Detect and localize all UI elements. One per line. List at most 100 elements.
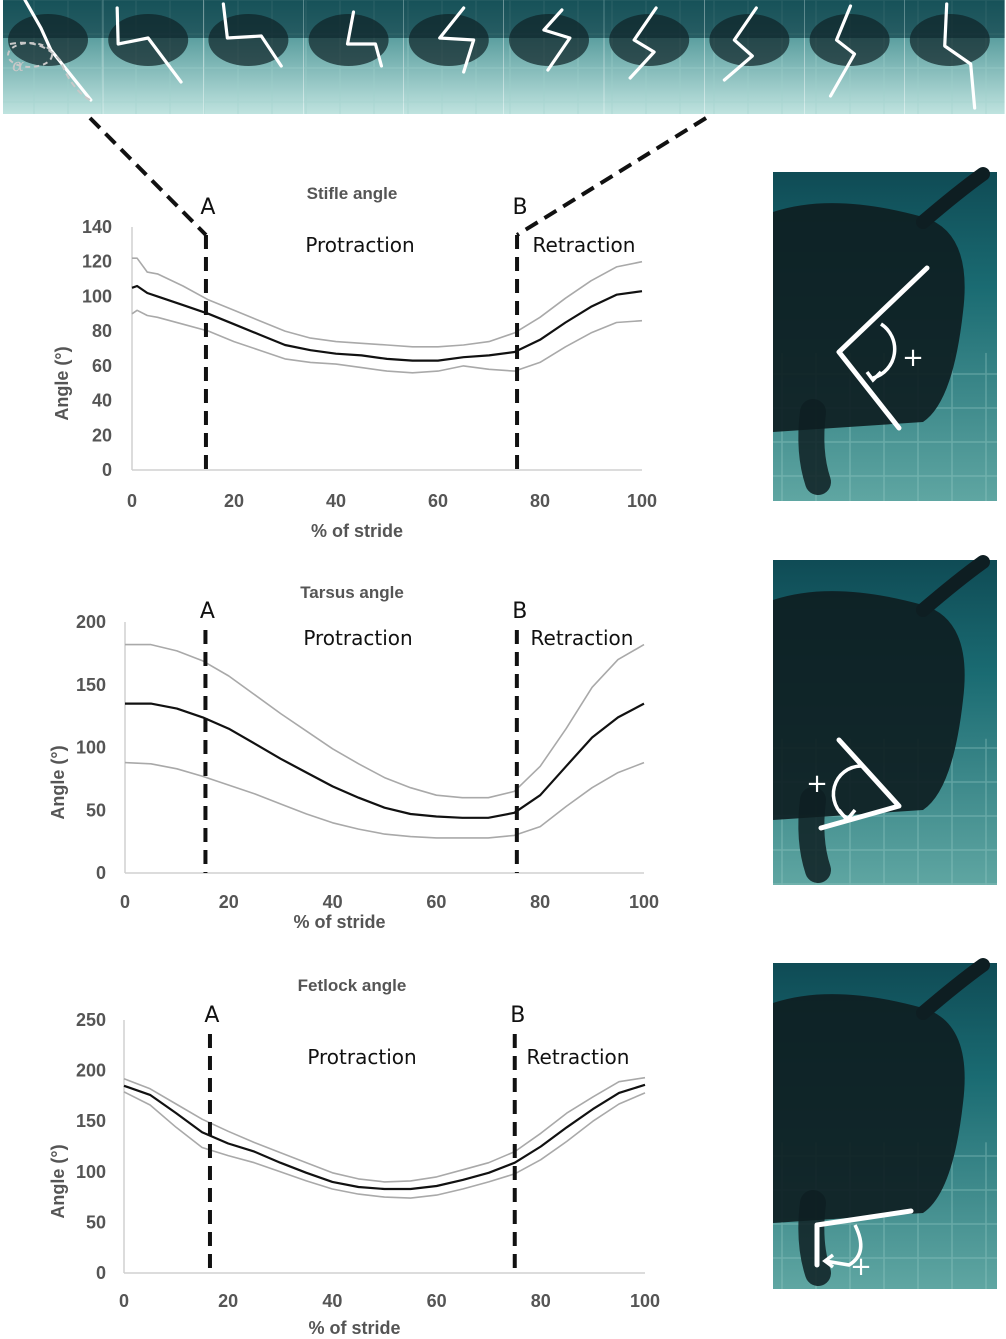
series-line-upper — [132, 257, 643, 348]
y-tick-label: 60 — [92, 356, 112, 376]
series-line-mean — [125, 702, 645, 819]
stick-figure-limb — [115, 6, 183, 84]
filmstrip-frame — [704, 0, 805, 114]
chart-title: Fetlock angle — [298, 976, 407, 995]
series-line-lower — [131, 309, 643, 374]
y-tick-label: 80 — [92, 321, 112, 341]
tarsus-angle-photo: + — [773, 555, 997, 885]
y-tick-label: 120 — [82, 252, 112, 272]
y-tick-label: 150 — [76, 675, 106, 695]
series-line-mean — [123, 1083, 646, 1191]
y-axis-label: Angle (°) — [52, 346, 72, 420]
y-tick-label: 40 — [92, 391, 112, 411]
connector-B — [515, 116, 708, 237]
y-tick-label: 100 — [82, 286, 112, 306]
phase-label-protraction: Protraction — [307, 1045, 416, 1069]
series-line-mean — [131, 284, 643, 362]
y-tick-label: 100 — [76, 1162, 106, 1182]
x-axis-label: % of stride — [311, 521, 403, 541]
x-tick-label: 40 — [323, 892, 343, 912]
y-tick-label: 100 — [76, 738, 106, 758]
x-tick-label: 60 — [428, 491, 448, 511]
y-tick-label: 0 — [96, 1263, 106, 1283]
filmstrip-frame — [203, 0, 304, 114]
x-tick-label: 0 — [120, 892, 130, 912]
filmstrip-frame — [504, 0, 604, 114]
phase-label-retraction: Retraction — [527, 1045, 630, 1069]
phase-label-protraction: Protraction — [303, 626, 412, 650]
x-tick-label: 40 — [322, 1291, 342, 1311]
chart-stifle-angle: Stifle angle 0 20 40 60 80 100 120 140 0 20 40 60 80 1… — [52, 184, 657, 541]
filmstrip-frame — [904, 0, 1005, 114]
stick-figure-limb — [345, 10, 384, 68]
x-tick-label: 20 — [219, 892, 239, 912]
x-tick-label: 60 — [426, 892, 446, 912]
x-axis-label: % of stride — [293, 912, 385, 932]
series-line-upper — [123, 1076, 646, 1183]
x-tick-label: 100 — [629, 892, 659, 912]
angle-overlay: + — [814, 1208, 914, 1282]
filmstrip-frame — [303, 0, 404, 114]
charts: Stifle angle 0 20 40 60 80 100 120 140 0 20 40 60 80 1… — [48, 184, 660, 1338]
stifle-angle-photo: + — [773, 167, 997, 501]
event-label-A: A — [200, 195, 215, 220]
joint-photos: + + + — [773, 167, 997, 1289]
y-axis-label: Angle (°) — [48, 1144, 68, 1218]
stick-figure-limb — [722, 6, 758, 82]
stick-figure-limb — [221, 2, 283, 68]
filmstrip-frame — [3, 0, 103, 114]
y-tick-label: 250 — [76, 1010, 106, 1030]
filmstrip-frame — [804, 0, 905, 114]
y-tick-label: 0 — [102, 460, 112, 480]
filmstrip-connectors — [88, 116, 708, 237]
phase-label-protraction: Protraction — [305, 233, 414, 257]
x-tick-label: 80 — [531, 1291, 551, 1311]
x-tick-label: 40 — [326, 491, 346, 511]
alpha-label: α — [12, 55, 24, 76]
chart-title: Stifle angle — [307, 184, 398, 203]
chart-fetlock-angle: Fetlock angle 0 50 100 150 200 250 0 20 40 60 80 100… — [48, 976, 660, 1338]
x-tick-label: 80 — [530, 491, 550, 511]
y-tick-label: 50 — [86, 800, 106, 820]
event-label-B: B — [510, 1003, 525, 1028]
y-tick-label: 200 — [76, 612, 106, 632]
chart-tarsus-angle: Tarsus angle 0 50 100 150 200 0 20 40 60 80 100 % of… — [48, 583, 659, 932]
plus-sign: + — [902, 343, 924, 373]
stick-figure-limb — [828, 4, 857, 98]
x-tick-label: 20 — [218, 1291, 238, 1311]
filmstrip-frame — [604, 0, 704, 114]
y-tick-label: 0 — [96, 863, 106, 883]
x-tick-label: 100 — [630, 1291, 660, 1311]
x-axis-label: % of stride — [308, 1318, 400, 1338]
stick-figure-filmstrip: α — [3, 0, 1005, 114]
event-label-A: A — [200, 599, 215, 624]
angle-overlay: + — [836, 265, 930, 431]
fetlock-angle-photo: + — [773, 958, 997, 1289]
y-axis-label: Angle (°) — [48, 745, 68, 819]
stick-figure-limb — [438, 6, 476, 74]
stick-figure-limb — [943, 2, 977, 110]
x-tick-label: 80 — [530, 892, 550, 912]
y-tick-label: 140 — [82, 217, 112, 237]
y-tick-label: 20 — [92, 425, 112, 445]
alpha-angle-marker: α — [7, 41, 91, 101]
phase-label-retraction: Retraction — [531, 626, 634, 650]
series-line-lower — [124, 761, 645, 839]
event-label-B: B — [512, 599, 527, 624]
connector-A — [88, 116, 208, 237]
series-line-upper — [125, 643, 645, 799]
x-tick-label: 0 — [127, 491, 137, 511]
stick-figure-limb — [23, 0, 93, 102]
filmstrip-frame — [403, 0, 504, 114]
plus-sign: + — [850, 1252, 872, 1282]
x-tick-label: 0 — [119, 1291, 129, 1311]
event-label-B: B — [513, 195, 528, 220]
stick-figure-limb — [542, 8, 572, 72]
x-tick-label: 60 — [427, 1291, 447, 1311]
chart-title: Tarsus angle — [300, 583, 404, 602]
phase-label-retraction: Retraction — [533, 233, 636, 257]
y-tick-label: 50 — [86, 1212, 106, 1232]
y-tick-label: 200 — [76, 1061, 106, 1081]
filmstrip-frame — [103, 0, 203, 114]
